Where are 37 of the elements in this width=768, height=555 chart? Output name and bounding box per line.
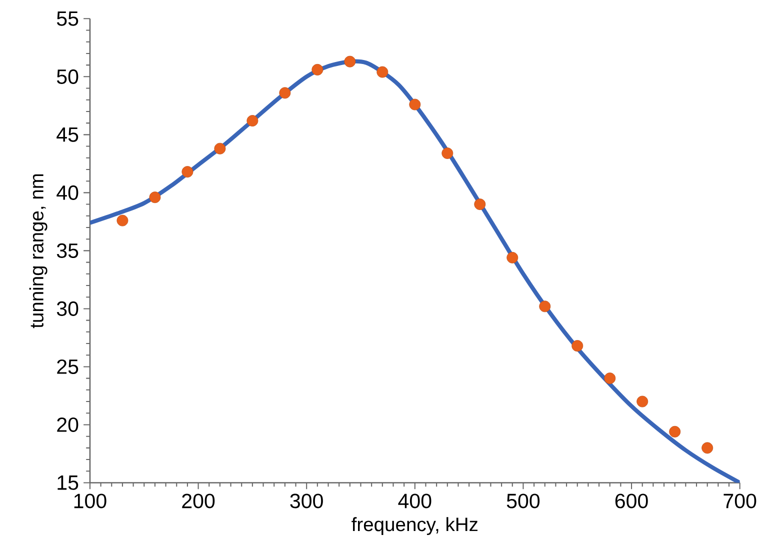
point [312,64,324,76]
point [604,372,616,384]
point [116,214,128,226]
y-tick-label: 30 [56,302,78,316]
y-tick-label: 55 [56,12,78,26]
x-tick-label: 500 [506,494,540,508]
point [702,442,714,454]
x-tick-label: 600 [615,494,648,508]
x-axis-title: frequency, kHz [352,517,478,536]
y-tick-label: 25 [57,360,78,374]
point [246,115,258,127]
point [376,66,388,78]
y-axis-title: tunning range, nm [29,174,48,328]
y-tick-label: 40 [56,186,78,200]
point [409,98,421,110]
point [572,340,584,352]
y-tick-label: 35 [56,244,78,258]
point [182,166,194,178]
point [539,300,551,312]
point [214,142,226,154]
x-tick-label: 300 [290,494,323,508]
point [344,56,356,68]
y-tick-label: 20 [57,418,78,432]
point [149,192,161,204]
y-tick-label: 50 [56,70,78,84]
point [442,148,454,160]
y-tick-label: 15 [58,476,78,490]
y-tick-label: 45 [56,128,78,142]
point [669,426,681,438]
point [474,198,486,210]
x-tick-label: 100 [74,494,106,508]
x-tick-label: 400 [398,494,432,508]
point [506,252,518,264]
point [279,87,291,99]
point [636,396,648,408]
x-tick-label: 700 [724,494,756,508]
x-tick-label: 200 [182,494,215,508]
